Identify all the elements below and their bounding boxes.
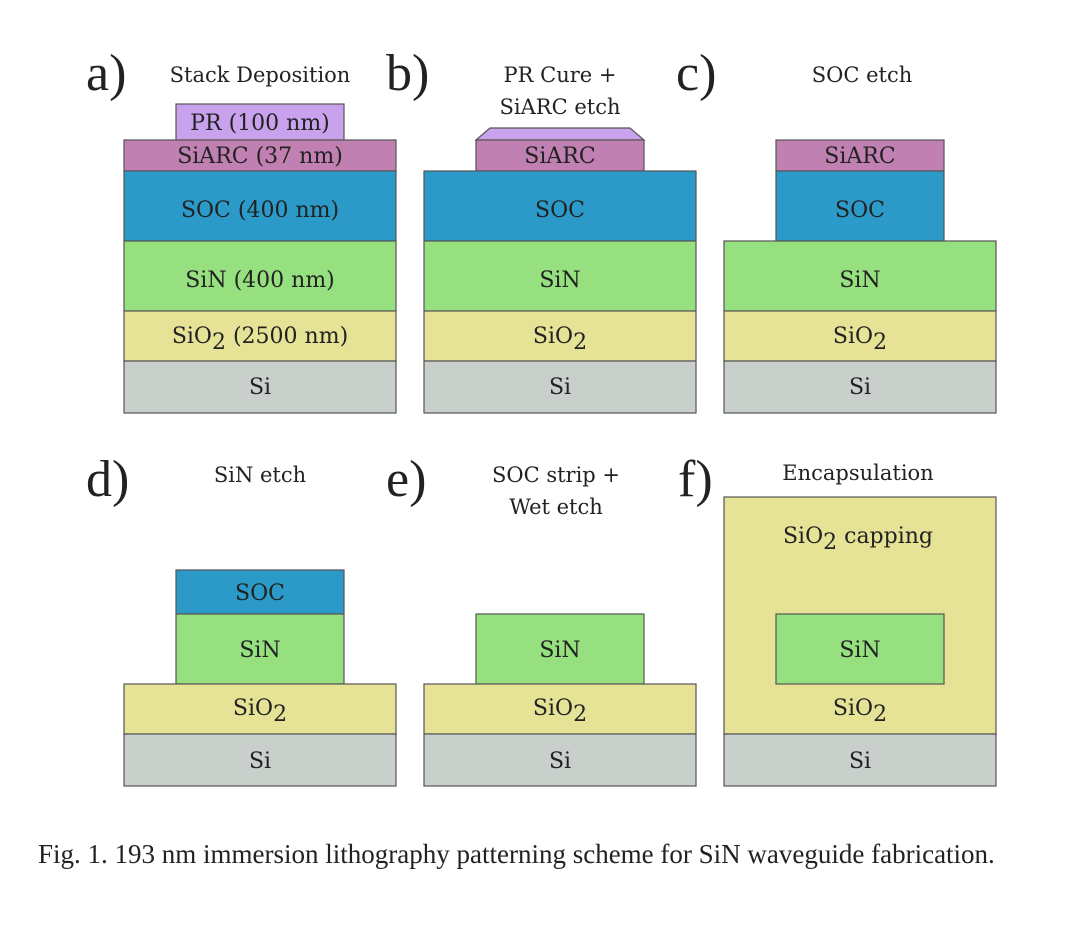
- soc-layer: [175, 569, 345, 615]
- panel-f: f) Encapsulation SiO2 capping SiN SiO2 S…: [678, 451, 997, 787]
- panel-letter: a): [86, 45, 126, 102]
- si-label: Si: [849, 375, 871, 400]
- pr-residue: [474, 127, 646, 141]
- panel-d: d) SiN etch SOC SiN SiO2 Si: [86, 451, 397, 787]
- panel-title: SOC strip +: [492, 463, 620, 487]
- sin-layer: [123, 240, 397, 312]
- panel-title: Encapsulation: [782, 461, 933, 485]
- siarc-label: SiARC (37 nm): [177, 144, 343, 169]
- panel-title-line2: SiARC etch: [500, 95, 621, 119]
- si-label: Si: [249, 749, 271, 774]
- si-layer: [723, 733, 997, 787]
- panel-letter: d): [86, 451, 129, 508]
- process-diagram: a) Stack Deposition PR (100 nm) SiARC (3…: [86, 45, 997, 787]
- panel-letter: f): [678, 451, 713, 508]
- panel-title: SOC etch: [812, 63, 913, 87]
- si-layer: [423, 733, 697, 787]
- sio2-label: SiO2: [533, 696, 587, 727]
- si-layer: [723, 360, 997, 414]
- siarc-label: SiARC: [524, 144, 595, 169]
- panel-e: e) SOC strip + Wet etch SiN SiO2 Si: [386, 451, 697, 787]
- panel-b: b) PR Cure + SiARC etch SiARC SOC SiN Si…: [386, 45, 697, 414]
- panel-letter: b): [386, 45, 429, 102]
- sio2-label: SiO2 (2500 nm): [172, 324, 348, 355]
- sin-layer: [723, 240, 997, 312]
- sio2-label: SiO2: [833, 324, 887, 355]
- panel-title-line2: Wet etch: [509, 495, 603, 519]
- siarc-label: SiARC: [824, 144, 895, 169]
- sio2-label: SiO2: [233, 696, 287, 727]
- figure-caption: Fig. 1. 193 nm immersion lithography pat…: [38, 839, 995, 869]
- panel-letter: c): [676, 45, 716, 102]
- panel-title: PR Cure +: [504, 63, 617, 87]
- pr-layer: [175, 103, 345, 141]
- sin-layer: [423, 240, 697, 312]
- sio2-layer: [723, 310, 997, 362]
- panel-title: Stack Deposition: [170, 63, 351, 87]
- si-label: Si: [249, 375, 271, 400]
- si-label: Si: [549, 375, 571, 400]
- soc-layer: [123, 170, 397, 242]
- sin-label: SiN: [539, 268, 580, 293]
- capping-label: SiO2 capping: [783, 524, 933, 555]
- siarc-layer: [123, 139, 397, 172]
- soc-layer: [775, 170, 945, 242]
- si-layer: [123, 360, 397, 414]
- sin-label: SiN (400 nm): [185, 268, 335, 293]
- si-layer: [123, 733, 397, 787]
- panel-title: SiN etch: [214, 463, 306, 487]
- soc-label: SOC: [535, 198, 585, 223]
- si-label: Si: [549, 749, 571, 774]
- panel-letter: e): [386, 451, 426, 508]
- soc-label: SOC (400 nm): [181, 198, 339, 223]
- sio2-layer: [423, 310, 697, 362]
- sio2-layer: [423, 683, 697, 735]
- pr-label: PR (100 nm): [190, 111, 330, 136]
- panel-c: c) SOC etch SiARC SOC SiN SiO2 Si: [676, 45, 997, 414]
- sio2-label: SiO2: [833, 696, 887, 727]
- soc-layer: [423, 170, 697, 242]
- sin-label: SiN: [839, 268, 880, 293]
- sin-label: SiN: [239, 638, 280, 663]
- sin-layer: [475, 613, 645, 685]
- sin-label: SiN: [539, 638, 580, 663]
- soc-label: SOC: [235, 581, 285, 606]
- panel-a: a) Stack Deposition PR (100 nm) SiARC (3…: [86, 45, 397, 414]
- soc-label: SOC: [835, 198, 885, 223]
- sin-layer: [775, 613, 945, 685]
- sin-label: SiN: [839, 638, 880, 663]
- sio2-label: SiO2: [533, 324, 587, 355]
- si-layer: [423, 360, 697, 414]
- sio2-layer: [123, 683, 397, 735]
- si-label: Si: [849, 749, 871, 774]
